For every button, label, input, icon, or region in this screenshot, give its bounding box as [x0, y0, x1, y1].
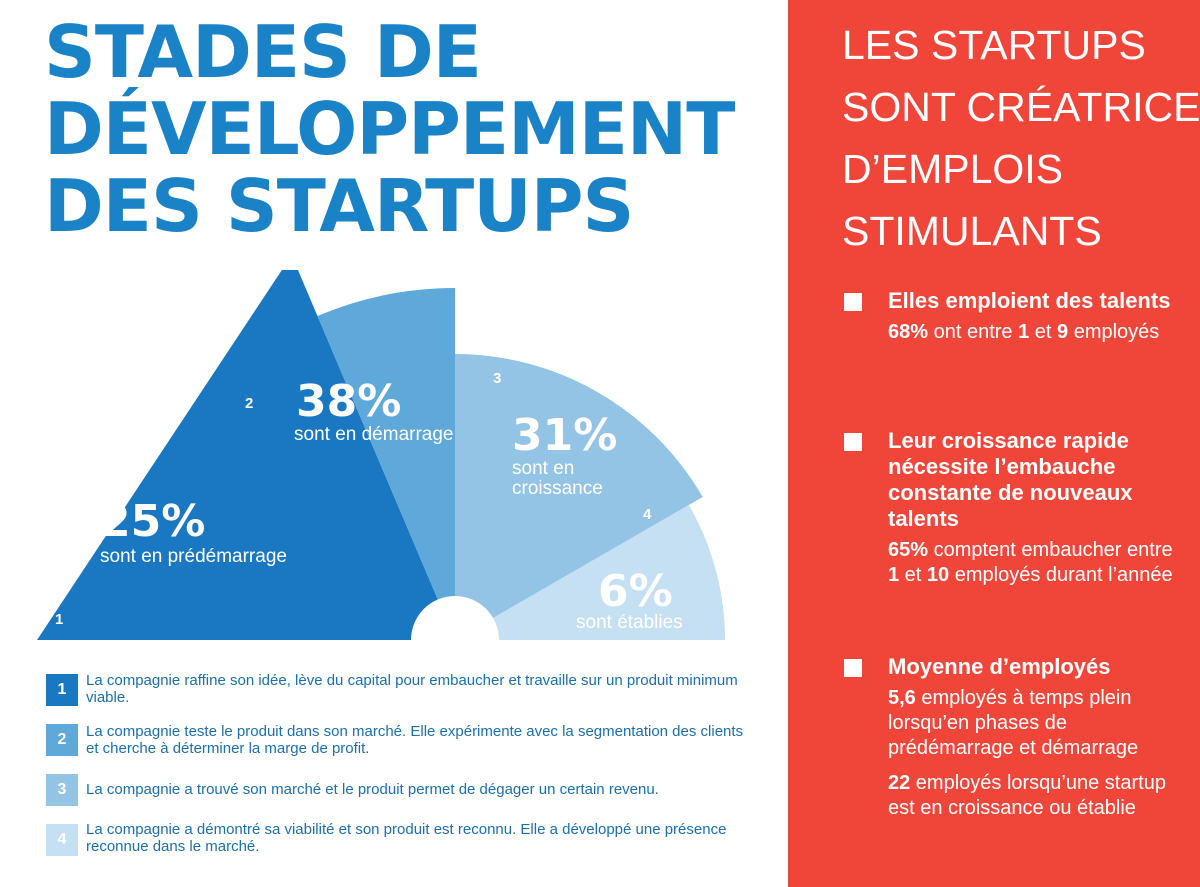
stage-number-2: 2 — [245, 395, 253, 412]
stage-segment-3 — [455, 354, 703, 618]
stat-text: employés — [1068, 321, 1160, 343]
legend-text-3: La compagnie a trouvé son marché et le p… — [86, 781, 659, 798]
panel-item-talents: Elles emploient des talents 68% ont entr… — [844, 288, 1174, 345]
stat-average: 5,6 — [888, 687, 916, 709]
stat-min: 1 — [1018, 321, 1030, 343]
stage-chart: 1 25%sont en prédémarrage 2 38%sont en déma… — [37, 270, 725, 640]
stat-min: 1 — [888, 564, 900, 586]
stage-description-2: sont en démarrage — [294, 424, 454, 445]
panel-title-line-4: STIMULANTS — [842, 208, 1102, 254]
page-title: STADES DE DÉVELOPPEMENT DES STARTUPS — [44, 14, 774, 245]
legend-text-1: La compagnie raffine son idée, lève du c… — [86, 672, 738, 706]
panel-item-heading: Elles emploient des talents — [888, 288, 1171, 313]
stage-number-3: 3 — [493, 370, 501, 387]
panel-item-heading: Moyenne d’employés — [888, 654, 1111, 679]
jobs-panel: LES STARTUPS SONT CRÉATRICES D’EMPLOIS S… — [788, 0, 1200, 887]
stat-percent: 68% — [888, 321, 929, 343]
bullet-square-icon — [844, 659, 862, 677]
legend-text-4: La compagnie a démontré sa viabilité et … — [86, 821, 727, 855]
panel-title-line-3: D’EMPLOIS — [842, 146, 1063, 192]
stat-text: ont entre — [928, 321, 1019, 343]
stat-percent: 65% — [888, 539, 929, 561]
stage-description-4: sont établies — [576, 612, 683, 633]
stage-description-3: sont en — [512, 458, 574, 479]
stage-value-label-3: 31% — [512, 410, 617, 461]
stat-text: comptent embaucher entre — [928, 539, 1173, 561]
stat-max: 10 — [926, 564, 950, 586]
title-line-3: DES STARTUPS — [44, 164, 634, 248]
stat-text: et — [899, 564, 927, 586]
stage-segment-4 — [493, 505, 725, 640]
stat-max: 9 — [1057, 321, 1069, 343]
panel-item-text: 22 employés lorsqu’une startup est en cr… — [888, 771, 1174, 821]
stat-text: employés durant l’année — [949, 564, 1173, 586]
stage-value-label-4: 6% — [598, 566, 673, 617]
stage-value-label-1: 25% — [100, 496, 205, 547]
legend-number-1: 1 — [46, 674, 78, 706]
stage-description-3-cont: croissance — [512, 478, 603, 499]
bullet-square-icon — [844, 433, 862, 451]
stage-number-4: 4 — [643, 506, 652, 523]
panel-item-text: 68% ont entre 1 et 9 employés — [888, 320, 1174, 345]
stage-segment-1 — [37, 270, 438, 640]
stat-text: employés lorsqu’une startup est en crois… — [888, 772, 1166, 819]
stat-text: employés à temps plein lorsqu’en phases … — [888, 687, 1139, 759]
panel-item-text: 65% comptent embaucher entre 1 et 10 emp… — [888, 538, 1174, 588]
stage-value-label-2: 38% — [296, 376, 401, 427]
stat-text: et — [1029, 321, 1058, 343]
panel-title-line-2: SONT CRÉATRICES — [842, 84, 1200, 130]
legend-text-2: La compagnie teste le produit dans son m… — [86, 723, 744, 757]
stage-segment-2 — [317, 288, 455, 600]
panel-title: LES STARTUPS SONT CRÉATRICES D’EMPLOIS S… — [842, 14, 1200, 262]
panel-item-heading: Leur croissance rapide nécessite l’embau… — [888, 428, 1133, 531]
bullet-square-icon — [844, 293, 862, 311]
legend-number-2: 2 — [46, 724, 78, 756]
legend-number-3: 3 — [46, 774, 78, 806]
stage-description-1: sont en prédémarrage — [100, 546, 287, 567]
panel-item-growth: Leur croissance rapide nécessite l’embau… — [844, 428, 1174, 588]
title-line-1: STADES DE — [44, 10, 482, 94]
stage-number-1: 1 — [55, 611, 63, 628]
panel-title-line-1: LES STARTUPS — [842, 22, 1146, 68]
panel-item-text: 5,6 employés à temps plein lorsqu’en pha… — [888, 686, 1174, 761]
title-line-2: DÉVELOPPEMENT — [44, 87, 735, 171]
legend-number-4: 4 — [46, 824, 78, 856]
stat-average: 22 — [888, 772, 911, 794]
panel-item-average: Moyenne d’employés 5,6 employés à temps … — [844, 654, 1174, 821]
